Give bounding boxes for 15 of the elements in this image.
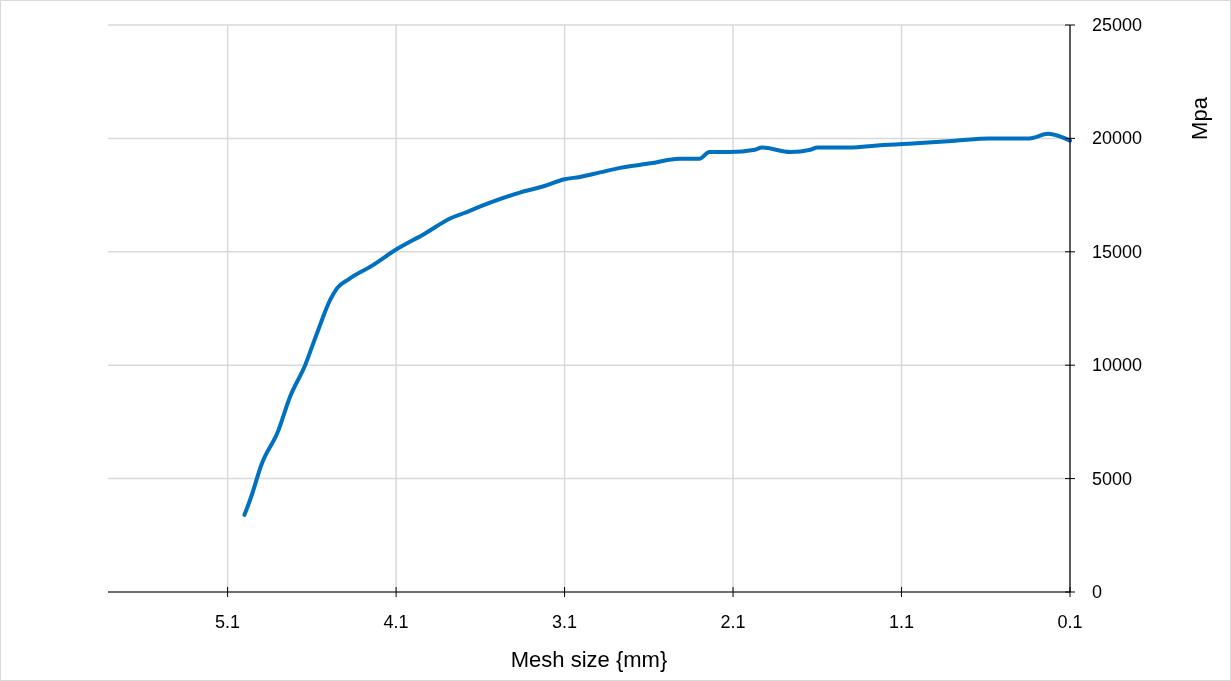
y-tick-label: 5000 (1092, 468, 1133, 489)
x-axis-title: Mesh size {mm} (510, 647, 668, 672)
y-tick-label: 20000 (1092, 128, 1143, 149)
y-tick-label: 15000 (1092, 241, 1143, 262)
x-tick-label: 2.1 (720, 612, 746, 632)
x-tick-label: 4.1 (383, 612, 409, 632)
x-tick-label: 1.1 (889, 612, 915, 632)
y-tick-label: 0 (1092, 582, 1103, 602)
x-tick-label: 3.1 (552, 612, 578, 632)
x-tick-label: 0.1 (1057, 612, 1083, 632)
line-series (242, 131, 1072, 517)
y-tick-label: 25000 (1092, 15, 1143, 35)
y-tick-label: 10000 (1092, 355, 1143, 376)
y-axis-title: Mpa (1187, 96, 1212, 140)
x-tick-label: 5.1 (215, 612, 241, 632)
